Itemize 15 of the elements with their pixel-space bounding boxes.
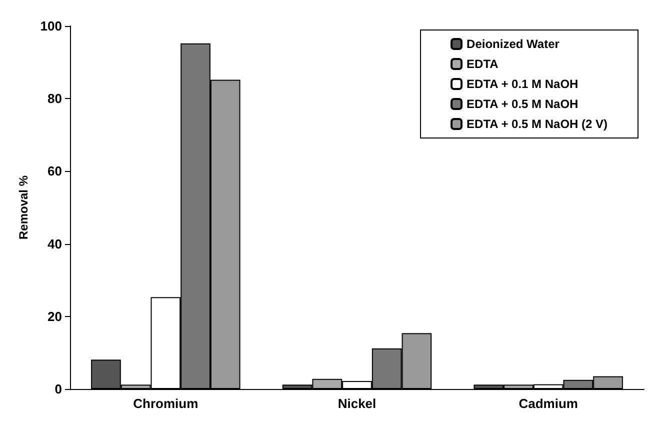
- y-axis-title: Removal %: [16, 175, 30, 240]
- y-tick-label: 80: [48, 91, 62, 106]
- legend-label: EDTA: [466, 57, 499, 71]
- legend-label: EDTA + 0.1 M NaOH: [466, 77, 578, 91]
- x-tick-label: Cadmium: [518, 396, 578, 411]
- x-tick-label: Nickel: [338, 396, 376, 411]
- legend-label: EDTA + 0.5 M NaOH: [466, 97, 578, 111]
- y-tick-label: 20: [48, 308, 62, 324]
- y-tick-label: 40: [48, 236, 62, 252]
- y-tick-label: 0: [54, 382, 62, 396]
- x-tick-label: Chromium: [133, 396, 198, 411]
- y-tick-label: 60: [48, 164, 62, 179]
- legend-label: Deionized Water: [466, 37, 560, 51]
- legend-label: EDTA + 0.5 M NaOH (2 V): [466, 117, 608, 131]
- y-tick-label: 100: [40, 18, 62, 34]
